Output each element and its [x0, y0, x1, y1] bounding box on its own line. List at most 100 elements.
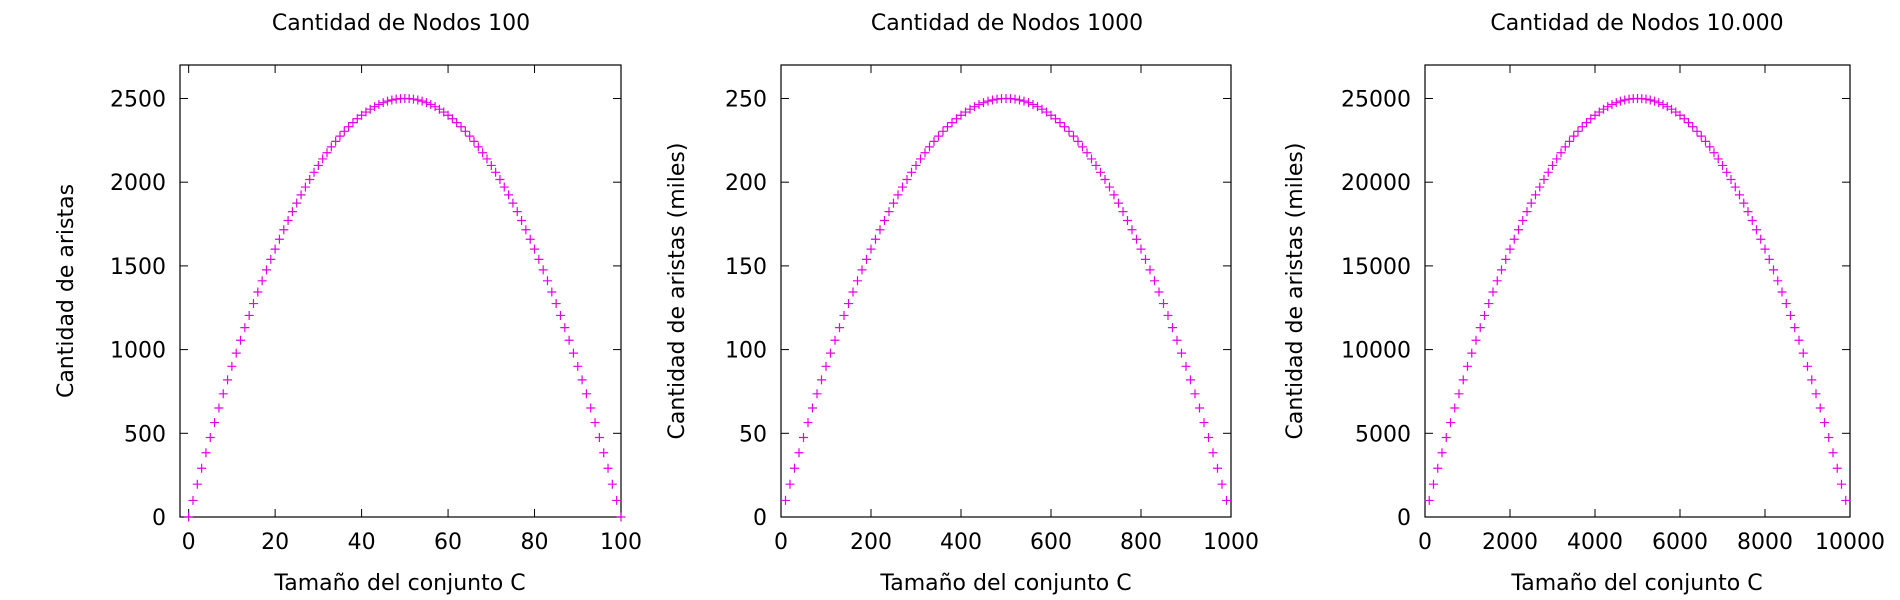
- chart-3-point: [1735, 190, 1744, 200]
- chart-3-point: [1726, 175, 1736, 185]
- chart-3-point: [1569, 131, 1579, 141]
- chart-1-ytick-label: 1500: [110, 255, 166, 280]
- chart-1-point: [270, 244, 280, 254]
- chart-3-point: [1577, 122, 1587, 132]
- chart-3-point: [1756, 234, 1766, 244]
- chart-1-point: [607, 479, 617, 489]
- chart-3-point: [1548, 160, 1557, 170]
- chart-1-point: [322, 148, 332, 158]
- chart-panel-1: Cantidad de Nodos 100 0 20 40 60 80 100050010…: [54, 11, 642, 596]
- chart-1-ytick-label: 2000: [110, 171, 166, 196]
- chart-2-point: [979, 98, 988, 108]
- chart-2-point: [1019, 96, 1029, 106]
- chart-2-point: [925, 142, 934, 152]
- chart-1-point: [417, 96, 427, 106]
- chart-3-point: [1679, 114, 1689, 124]
- chart-2-xtick-label: 600: [1030, 530, 1072, 555]
- chart-1-point: [581, 389, 591, 399]
- chart-1-point: [426, 100, 436, 110]
- chart-1-xtick-label: 80: [521, 530, 549, 555]
- chart-3-point: [1781, 299, 1791, 309]
- chart-1-point: [374, 100, 384, 110]
- chart-3-point: [1501, 254, 1511, 264]
- chart-1-point: [261, 265, 271, 275]
- chart-2-point: [1159, 299, 1168, 309]
- chart-1-point: [227, 361, 237, 371]
- chart-3-point: [1441, 432, 1451, 442]
- chart-3-point: [1815, 403, 1825, 413]
- chart-3-point: [1509, 234, 1519, 244]
- chart-2-point: [1222, 495, 1231, 505]
- chart-1-ylabel: Cantidad de aristas: [54, 184, 79, 398]
- chart-1-point: [274, 234, 284, 244]
- chart-2-point: [826, 348, 835, 358]
- chart-1-xtick-label: 100: [600, 530, 642, 555]
- chart-1-point: [197, 463, 207, 473]
- chart-2-point: [1136, 244, 1146, 254]
- chart-2-point: [1150, 276, 1159, 286]
- chart-3-point: [1467, 348, 1477, 358]
- chart-1-point: [421, 98, 431, 108]
- chart-2-xtick-label: 400: [940, 530, 982, 555]
- chart-1-point: [408, 94, 418, 104]
- chart-3-point: [1565, 136, 1574, 146]
- chart-2-point: [916, 154, 925, 164]
- chart-2-point: [803, 418, 813, 428]
- chart-3-point: [1713, 154, 1723, 164]
- chart-1-xtick-label: 60: [434, 530, 462, 555]
- chart-1-point: [266, 254, 276, 264]
- chart-3-plot: 0 2000 4000 6000 8000 10000 0 5000 10000 15000 200…: [1341, 64, 1885, 555]
- chart-3-point: [1777, 287, 1787, 297]
- chart-2-point: [821, 361, 831, 371]
- chart-3-point: [1718, 160, 1727, 170]
- chart-2-frame: [780, 64, 1232, 518]
- chart-1-point: [413, 95, 423, 105]
- chart-1-point: [469, 136, 479, 146]
- chart-1-point: [309, 167, 319, 177]
- chart-2-xlabel: Tamaño del conjunto C: [879, 571, 1131, 596]
- chart-3-point: [1526, 198, 1536, 208]
- chart-3-point: [1539, 175, 1549, 185]
- chart-3-point: [1837, 479, 1846, 489]
- chart-3-point: [1611, 98, 1621, 108]
- chart-2-point: [1199, 418, 1209, 428]
- chart-3-point: [1437, 448, 1447, 458]
- chart-2-point: [1114, 198, 1123, 208]
- chart-1-point: [283, 216, 293, 226]
- chart-1-xtick-label: 40: [348, 530, 376, 555]
- chart-1-point: [594, 432, 604, 442]
- chart-1-point: [486, 160, 496, 170]
- chart-2-point: [794, 448, 804, 458]
- chart-3-point: [1556, 148, 1566, 158]
- chart-1-point: [292, 198, 302, 208]
- chart-3-ytick-label: 25000: [1341, 87, 1411, 112]
- chart-2-point: [970, 102, 979, 112]
- chart-2-point: [799, 432, 808, 442]
- chart-1-point: [387, 95, 397, 105]
- chart-1-point: [244, 310, 254, 320]
- chart-1-point: [240, 323, 250, 333]
- chart-1-point: [296, 190, 306, 200]
- chart-1-point: [564, 335, 574, 345]
- chart-1-point: [223, 375, 233, 385]
- chart-1-point: [482, 154, 492, 164]
- chart-2-point: [983, 96, 993, 106]
- chart-3-point: [1692, 126, 1702, 136]
- chart-1-point: [205, 432, 215, 442]
- chart-1-point: [348, 118, 358, 128]
- chart-3-point: [1531, 190, 1540, 200]
- chart-2-point: [1010, 94, 1020, 104]
- chart-3-point: [1824, 432, 1834, 442]
- chart-3-point: [1658, 100, 1668, 110]
- chart-2-title: Cantidad de Nodos 1000: [871, 11, 1143, 36]
- chart-1-point: [344, 122, 354, 132]
- chart-3-point: [1794, 335, 1804, 345]
- chart-1-point: [504, 190, 514, 200]
- chart-3-point: [1739, 198, 1749, 208]
- chart-2-ytick-label: 100: [725, 339, 767, 364]
- chart-2-ytick-label: 250: [725, 87, 767, 112]
- chart-3-frame: [1424, 64, 1851, 518]
- chart-1-xtick-label: 20: [261, 530, 289, 555]
- chart-1-point: [313, 160, 323, 170]
- chart-3-point: [1696, 131, 1706, 141]
